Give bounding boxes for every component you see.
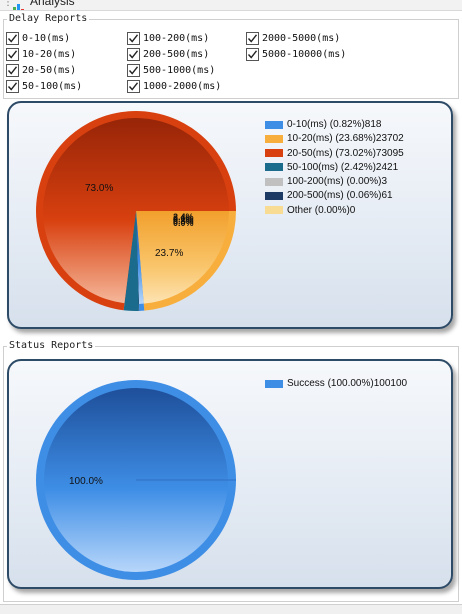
- legend-item: 200-500(ms) (0.06%)61: [265, 189, 404, 202]
- legend-swatch: [265, 379, 283, 388]
- window-titlebar: ⋮ Analysis: [0, 0, 462, 11]
- delay-reports-group: [3, 19, 459, 99]
- legend-item: 0-10(ms) (0.82%)818: [265, 118, 404, 131]
- checkbox-label: 2000-5000(ms): [262, 33, 341, 44]
- window-statusbar: [0, 604, 462, 614]
- legend-item: Other (0.00%)0: [265, 204, 404, 217]
- delay-checkbox[interactable]: 1000-2000(ms): [127, 79, 221, 94]
- checkbox-label: 100-200(ms): [143, 33, 210, 44]
- pie-slice-label: 0.0%: [173, 218, 194, 228]
- checkbox-box[interactable]: [6, 80, 19, 93]
- delay-checkbox[interactable]: 50-100(ms): [6, 79, 82, 94]
- legend-swatch: [265, 177, 283, 186]
- check-icon: [247, 34, 258, 43]
- check-icon: [7, 50, 18, 59]
- legend-swatch: [265, 206, 283, 215]
- legend-item: 10-20(ms) (23.68%)23702: [265, 132, 404, 145]
- check-icon: [7, 82, 18, 91]
- legend-label: 10-20(ms) (23.68%)23702: [287, 133, 404, 145]
- delay-chart-panel: 73.0% 23.7% 2.4% 0.8% 0.0% 0.1% 0-10(ms) (0.8…: [7, 101, 453, 329]
- delay-checkbox[interactable]: 2000-5000(ms): [246, 31, 340, 46]
- delay-pie-chart: 73.0% 23.7% 2.4%0.8%0.0%0.1%: [35, 111, 236, 311]
- checkbox-label: 50-100(ms): [22, 81, 83, 92]
- check-icon: [7, 34, 18, 43]
- pie-slice: [136, 211, 144, 304]
- legend-label: 200-500(ms) (0.06%)61: [287, 190, 393, 202]
- legend-item: 50-100(ms) (2.42%)2421: [265, 161, 404, 174]
- status-chart-panel: 100.0% Success (100.00%)100100: [7, 359, 453, 589]
- legend-label: 100-200(ms) (0.00%)3: [287, 176, 388, 188]
- pie-slice: [136, 211, 139, 304]
- checkbox-label: 1000-2000(ms): [143, 81, 222, 92]
- pie-slice-label: 2.4%: [173, 212, 194, 222]
- window-title: Analysis: [30, 0, 75, 8]
- legend-swatch: [265, 149, 283, 158]
- legend-label: Success (100.00%)100100: [287, 378, 408, 389]
- legend-swatch: [265, 191, 283, 200]
- pie-slice-label: 0.8%: [173, 216, 194, 226]
- legend-item: Success (100.00%)100100: [265, 377, 407, 390]
- check-icon: [128, 82, 139, 91]
- check-icon: [128, 34, 139, 43]
- pie-slice: [124, 211, 139, 304]
- delay-checkbox[interactable]: 0-10(ms): [6, 31, 70, 46]
- drag-grip-icon[interactable]: ⋮: [3, 0, 13, 8]
- legend-label: 50-100(ms) (2.42%)2421: [287, 161, 399, 173]
- pie-slice: [43, 117, 230, 304]
- checkbox-box[interactable]: [127, 64, 140, 77]
- checkbox-box[interactable]: [127, 48, 140, 61]
- chart-icon: [12, 0, 26, 10]
- legend-label: Other (0.00%)0: [287, 204, 356, 216]
- delay-checkbox[interactable]: 500-1000(ms): [127, 63, 215, 78]
- checkbox-label: 200-500(ms): [143, 49, 210, 60]
- legend-label: 0-10(ms) (0.82%)818: [287, 119, 382, 130]
- checkbox-box[interactable]: [246, 48, 259, 61]
- delay-checkbox[interactable]: 20-50(ms): [6, 63, 76, 78]
- checkbox-label: 10-20(ms): [22, 49, 77, 60]
- delay-reports-title: Delay Reports: [7, 13, 90, 25]
- delay-checkbox[interactable]: 10-20(ms): [6, 47, 76, 62]
- status-chart-legend: Success (100.00%)100100: [265, 377, 407, 391]
- delay-chart-legend: 0-10(ms) (0.82%)818 10-20(ms) (23.68%)237…: [265, 118, 404, 218]
- legend-label: 20-50(ms) (73.02%)73095: [287, 147, 404, 159]
- checkbox-box[interactable]: [246, 32, 259, 45]
- delay-checkbox[interactable]: 5000-10000(ms): [246, 47, 346, 62]
- pie-slice-label: 100.0%: [69, 476, 103, 487]
- delay-checkbox[interactable]: 200-500(ms): [127, 47, 209, 62]
- pie-slice: [136, 211, 139, 304]
- check-icon: [128, 66, 139, 75]
- legend-swatch: [265, 163, 283, 172]
- legend-item: 100-200(ms) (0.00%)3: [265, 175, 404, 188]
- pie-slice-label: 73.0%: [85, 183, 113, 194]
- status-reports-title: Status Reports: [7, 340, 96, 352]
- checkbox-box[interactable]: [6, 32, 19, 45]
- pie-slice: [136, 211, 229, 304]
- checkbox-box[interactable]: [6, 48, 19, 61]
- pie-slice-label: 0.1%: [173, 214, 194, 224]
- checkbox-label: 5000-10000(ms): [262, 49, 347, 60]
- checkbox-label: 0-10(ms): [22, 33, 71, 44]
- checkbox-label: 500-1000(ms): [143, 65, 216, 76]
- delay-checkbox[interactable]: 100-200(ms): [127, 31, 209, 46]
- check-icon: [128, 50, 139, 59]
- legend-swatch: [265, 134, 283, 143]
- legend-swatch: [265, 120, 283, 129]
- checkbox-box[interactable]: [6, 64, 19, 77]
- status-reports-group: [3, 346, 459, 602]
- checkbox-box[interactable]: [127, 80, 140, 93]
- legend-item: 20-50(ms) (73.02%)73095: [265, 147, 404, 160]
- status-pie-chart: 100.0%: [36, 380, 236, 580]
- pie-slice-label: 23.7%: [155, 248, 183, 259]
- check-icon: [7, 66, 18, 75]
- checkbox-box[interactable]: [127, 32, 140, 45]
- check-icon: [247, 50, 258, 59]
- checkbox-label: 20-50(ms): [22, 65, 77, 76]
